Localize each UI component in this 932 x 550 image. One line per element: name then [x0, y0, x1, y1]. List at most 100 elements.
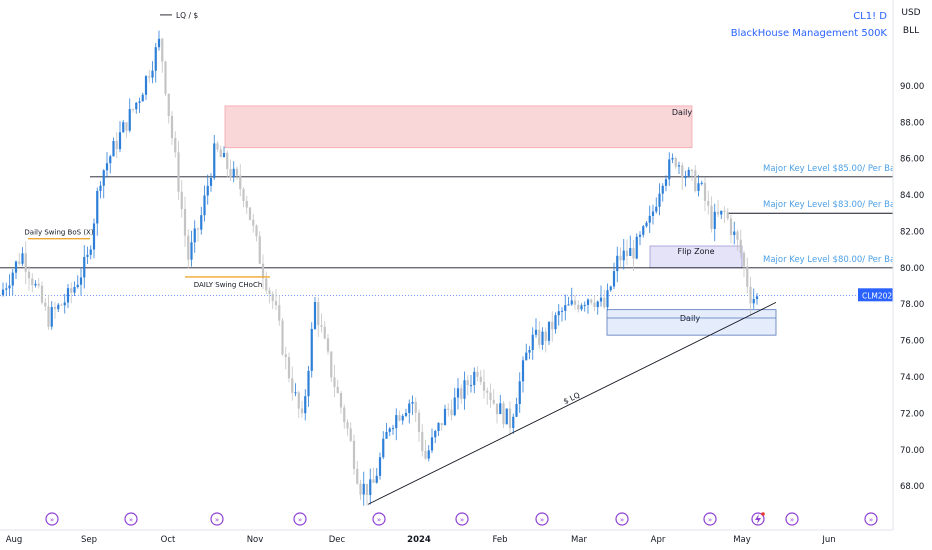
- event-icon[interactable]: [615, 512, 629, 526]
- candle-body: [466, 380, 469, 386]
- candle-body: [138, 101, 141, 103]
- candle-body: [518, 381, 521, 405]
- event-icon[interactable]: [703, 512, 717, 526]
- candle-body: [122, 122, 125, 133]
- candle-body: [612, 271, 616, 287]
- candle-body: [161, 38, 164, 62]
- candle-body: [434, 430, 437, 438]
- candle-body: [294, 392, 297, 394]
- event-icon[interactable]: [455, 512, 469, 526]
- candle-body: [265, 278, 268, 291]
- key-level-label: Major Key Level $80.00/ Per Barrel: [763, 255, 909, 265]
- event-icon-glyph: »: [540, 516, 544, 524]
- candle-body: [479, 376, 482, 382]
- candle-body: [232, 168, 235, 178]
- zone-label: Daily: [680, 314, 701, 323]
- candle-body: [300, 408, 304, 414]
- candle-body: [586, 299, 590, 305]
- candle-body: [619, 255, 622, 261]
- candle-body: [408, 403, 411, 414]
- zones-layer: Daily Flip Zone Daily: [224, 105, 777, 336]
- unit-button[interactable]: BLL: [902, 26, 920, 36]
- zone-supply[interactable]: [224, 105, 693, 149]
- candle-body: [53, 307, 57, 310]
- price-tick: 82.00: [900, 227, 924, 237]
- event-icon-glyph: »: [790, 516, 794, 524]
- candle-body: [534, 329, 538, 335]
- candle-body: [18, 261, 21, 264]
- candle-body: [248, 207, 252, 220]
- candle-body: [1, 289, 5, 296]
- zone-demand[interactable]: [606, 309, 777, 336]
- candle-body: [401, 415, 404, 421]
- time-tick: Aug: [6, 535, 23, 545]
- candle-body: [333, 377, 336, 387]
- candle-body: [642, 226, 645, 235]
- candle-body: [469, 385, 473, 387]
- candle-body: [417, 412, 421, 432]
- candle-body: [564, 305, 567, 311]
- candle-body: [50, 307, 53, 327]
- candle-body: [557, 311, 560, 316]
- candle-body: [261, 263, 265, 279]
- candle-body: [339, 393, 343, 408]
- candle-body: [40, 285, 44, 303]
- candle-body: [674, 157, 677, 167]
- event-icon[interactable]: [535, 512, 549, 526]
- symbol-badge: [858, 288, 893, 302]
- time-axis[interactable]: Aug Sep Oct Nov Dec 2024 Feb Mar Apr May Jun: [0, 529, 893, 545]
- event-icon[interactable]: [124, 512, 138, 526]
- event-icon[interactable]: [864, 512, 878, 526]
- candle-body: [388, 428, 391, 432]
- candle-body: [89, 249, 92, 255]
- time-tick: Mar: [571, 535, 588, 545]
- candle-body: [258, 236, 261, 264]
- event-icon[interactable]: [293, 512, 307, 526]
- candle-body: [560, 310, 564, 312]
- candle-body: [167, 93, 170, 116]
- candle-body: [235, 168, 239, 176]
- candle-body: [307, 370, 310, 397]
- candle-body: [76, 284, 79, 288]
- candle-body: [567, 304, 570, 306]
- candle-body: [219, 149, 222, 158]
- candle-body: [411, 401, 414, 404]
- candle-body: [573, 300, 577, 305]
- candle-body: [278, 305, 281, 321]
- candle-body: [255, 225, 258, 237]
- candle-body: [365, 483, 369, 495]
- candle-body: [710, 205, 713, 229]
- event-icon[interactable]: [785, 512, 799, 526]
- candle-body: [596, 301, 599, 308]
- candle-body: [385, 431, 388, 439]
- candle-body: [206, 185, 209, 196]
- price-tick: 68.00: [900, 482, 924, 492]
- event-icon[interactable]: [372, 512, 386, 526]
- candle-body: [515, 404, 518, 417]
- candle-body: [57, 304, 60, 310]
- candle-body: [112, 141, 115, 157]
- candle-body: [131, 109, 135, 111]
- event-icon[interactable]: [210, 512, 224, 526]
- candle-body: [713, 211, 716, 229]
- candle-body: [336, 386, 339, 394]
- candle-body: [14, 261, 18, 273]
- candle-body: [398, 415, 401, 421]
- price-tick: 74.00: [900, 373, 924, 383]
- price-axis[interactable]: 68.00 70.00 72.00 74.00 76.00 78.00 80.00 82.00…: [892, 0, 932, 530]
- candle-body: [687, 169, 690, 176]
- candle-body: [544, 331, 547, 341]
- candle-body: [551, 321, 554, 330]
- candle-body: [391, 428, 395, 430]
- candle-body: [443, 408, 447, 426]
- candle-body: [346, 422, 349, 429]
- currency-button[interactable]: USD: [901, 8, 921, 18]
- candle-body: [583, 304, 586, 306]
- candle-body: [128, 109, 131, 131]
- candle-body: [690, 169, 694, 171]
- event-icon[interactable]: [45, 512, 59, 526]
- candle-body: [284, 354, 287, 358]
- trendline[interactable]: [367, 301, 777, 505]
- candle-body: [5, 288, 8, 290]
